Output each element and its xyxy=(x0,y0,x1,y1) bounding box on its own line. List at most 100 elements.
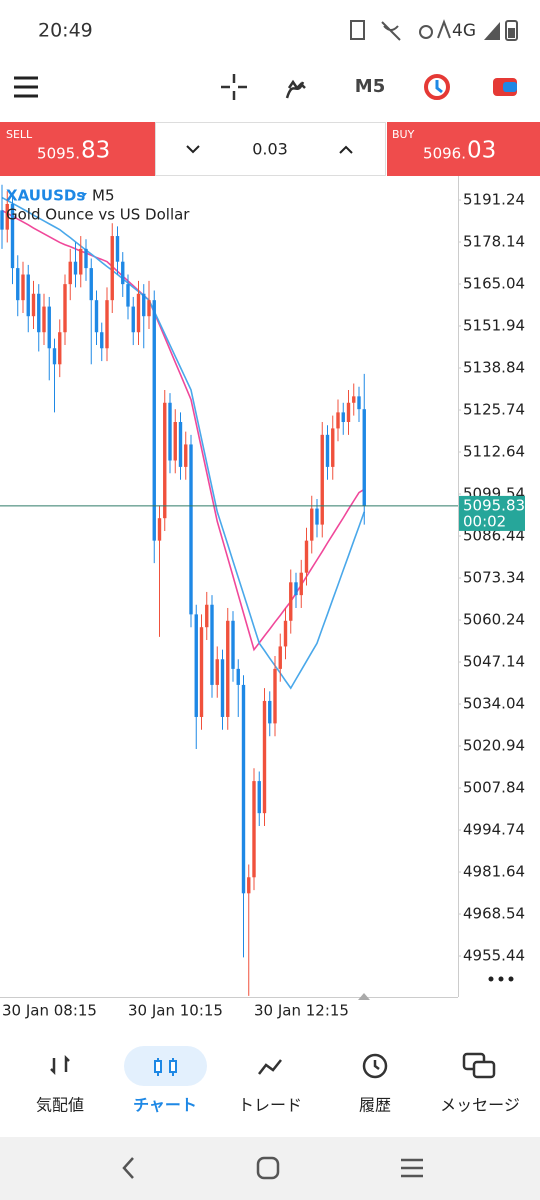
candle-body xyxy=(147,300,151,317)
nav-active-pill xyxy=(124,1046,207,1086)
indicators-button[interactable] xyxy=(285,79,306,99)
nav-item[interactable]: チャート xyxy=(133,1096,197,1115)
candle-body xyxy=(152,300,156,541)
candle-body xyxy=(262,700,267,814)
candle-body xyxy=(362,409,366,506)
candle-body xyxy=(100,332,104,349)
buy-price-big: 03 xyxy=(467,138,496,164)
nav-item[interactable]: トレード xyxy=(238,1096,302,1115)
candle-body xyxy=(173,422,177,461)
indicator-line xyxy=(1,196,366,690)
y-tick-label: 5047.14 xyxy=(463,653,525,671)
candle-body xyxy=(163,402,167,519)
nav-item[interactable]: 履歴 xyxy=(359,1096,391,1115)
y-tick-label: 5060.24 xyxy=(463,611,525,629)
system-nav xyxy=(0,1137,540,1200)
status-icon xyxy=(437,19,451,39)
candle-body xyxy=(58,332,62,365)
price-tag xyxy=(459,495,525,531)
system-recents[interactable] xyxy=(401,1158,423,1178)
one-click-button[interactable] xyxy=(424,74,450,100)
candle-body xyxy=(68,261,72,285)
candle-body xyxy=(42,306,46,333)
scroll-marker xyxy=(358,993,370,1000)
sell-price-big: 83 xyxy=(81,138,110,164)
candle-body xyxy=(289,582,293,621)
candle-body xyxy=(310,508,314,541)
y-tick-label: 4955.44 xyxy=(463,947,525,965)
nav-item[interactable]: メッセージ xyxy=(440,1096,520,1115)
timeframe-button[interactable]: M5 xyxy=(355,76,385,97)
candle-body xyxy=(26,274,30,317)
y-tick-label: 5007.84 xyxy=(463,779,525,797)
candle-body xyxy=(31,293,36,317)
volume-up[interactable] xyxy=(339,145,353,154)
system-home[interactable] xyxy=(256,1156,280,1180)
system-back[interactable] xyxy=(122,1157,134,1179)
buy-label: BUY xyxy=(392,128,415,141)
candle-body xyxy=(73,261,78,275)
nav-icon xyxy=(362,1053,388,1079)
menu-button[interactable] xyxy=(14,76,38,98)
status-icon xyxy=(381,21,401,41)
candle-body xyxy=(247,877,251,894)
candle-body xyxy=(220,659,225,717)
candle-body xyxy=(299,572,303,596)
y-tick-label: 4981.64 xyxy=(463,863,525,881)
y-tick-label: 5191.24 xyxy=(463,191,525,209)
candle-body xyxy=(336,412,340,429)
candle-body xyxy=(121,261,125,285)
more-button[interactable] xyxy=(488,976,514,982)
candle-body xyxy=(352,396,356,403)
trade-button[interactable] xyxy=(493,78,517,96)
buy-button[interactable] xyxy=(387,122,540,176)
candle-body xyxy=(273,668,277,724)
volume-down[interactable] xyxy=(186,145,200,154)
volume[interactable]: 0.03 xyxy=(252,140,288,159)
symbol-arrow xyxy=(81,193,87,197)
y-tick-label: 5112.64 xyxy=(463,443,525,461)
chart-description: Gold Ounce vs US Dollar xyxy=(6,206,190,224)
indicator-line xyxy=(1,209,365,652)
candle-body xyxy=(210,604,214,685)
candle-body xyxy=(341,412,345,423)
candle-body xyxy=(304,540,309,573)
candle-body xyxy=(320,434,324,525)
status-icon xyxy=(350,20,365,40)
candle-body xyxy=(357,396,361,410)
price-tag-value: 5095.83 xyxy=(463,496,525,514)
candle-body xyxy=(0,210,4,230)
crosshair-button[interactable] xyxy=(221,74,247,100)
candle-body xyxy=(346,402,351,423)
y-tick-label: 5086.44 xyxy=(463,527,525,545)
candle-body xyxy=(189,444,193,615)
y-tick-label: 5073.34 xyxy=(463,569,525,587)
sell-label: SELL xyxy=(6,128,33,141)
candle-body xyxy=(115,236,120,262)
chart-timeframe: M5 xyxy=(92,187,115,205)
candle-body xyxy=(199,627,204,717)
candle-body xyxy=(283,620,288,647)
candle-body xyxy=(278,646,282,669)
candle-body xyxy=(126,284,130,307)
candle-body xyxy=(331,428,335,467)
candle-body xyxy=(315,508,319,525)
candle-body xyxy=(157,518,162,541)
candle-body xyxy=(142,293,146,317)
buy-price: 5096. xyxy=(423,145,466,163)
nav-item[interactable]: 気配値 xyxy=(36,1096,84,1115)
candle-body xyxy=(184,444,188,467)
candle-body xyxy=(131,306,135,333)
candle-body xyxy=(226,620,230,717)
sell-button[interactable] xyxy=(0,122,155,176)
y-tick-label: 5020.94 xyxy=(463,737,525,755)
chart-symbol[interactable]: XAUUSDs xyxy=(6,187,85,205)
nav-icon xyxy=(258,1059,282,1075)
candle-body xyxy=(205,604,209,628)
candle-body xyxy=(37,293,41,333)
plot: 5191.24 5178.14 5165.04 5151.94 5138.84 5125.… xyxy=(0,184,525,1020)
candle-body xyxy=(215,659,219,685)
candle-body xyxy=(252,781,256,878)
candle-body xyxy=(79,248,83,275)
